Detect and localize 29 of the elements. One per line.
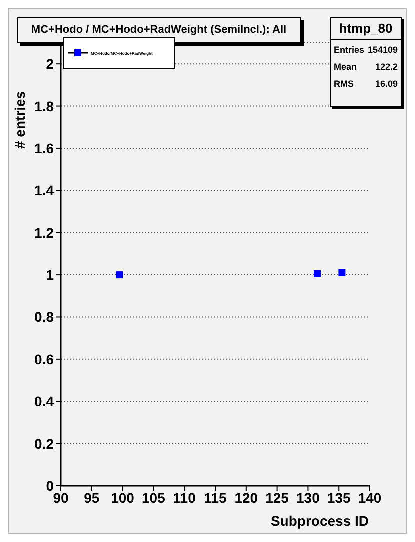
y-tick-label: 1.4 [34, 182, 54, 199]
x-tick-label: 90 [53, 490, 69, 506]
x-tick-label: 135 [327, 490, 351, 506]
y-tick-label: 0.4 [34, 394, 54, 410]
y-axis-title: # entries [12, 91, 28, 149]
text: Mean 122.2 [334, 62, 398, 72]
y-tick-label: 0.6 [34, 351, 54, 368]
y-tick-label: 1.8 [34, 98, 54, 114]
y-tick-label: 1.2 [34, 224, 54, 241]
x-tick-label: 110 [173, 490, 196, 506]
text: RMS 16.09 [334, 79, 398, 89]
annotation: Entries 154109 [334, 45, 398, 55]
y-tick-label: 2 [46, 56, 54, 72]
text: htmp_80 [331, 18, 401, 40]
y-tick-label: 1 [46, 267, 54, 284]
x-tick-label: 120 [234, 490, 258, 506]
x-tick-label: 130 [296, 490, 320, 506]
chart-title: MC+Hodo / MC+Hodo+RadWeight (SemiIncl.): All [17, 17, 301, 43]
y-tick-label: 0.8 [34, 309, 54, 326]
x-tick-label: 95 [84, 490, 100, 506]
x-tick-label: 115 [204, 490, 228, 506]
x-tick-label: 105 [142, 490, 166, 506]
x-tick-label: 140 [358, 490, 382, 506]
y-tick-label: 0.2 [34, 436, 54, 452]
x-axis-title: Subprocess ID [270, 513, 369, 529]
x-tick-label: 125 [266, 490, 290, 506]
x-tick-label: 100 [111, 490, 135, 506]
y-tick-label: 0 [46, 478, 54, 494]
y-tick-label: 1.6 [34, 140, 54, 156]
